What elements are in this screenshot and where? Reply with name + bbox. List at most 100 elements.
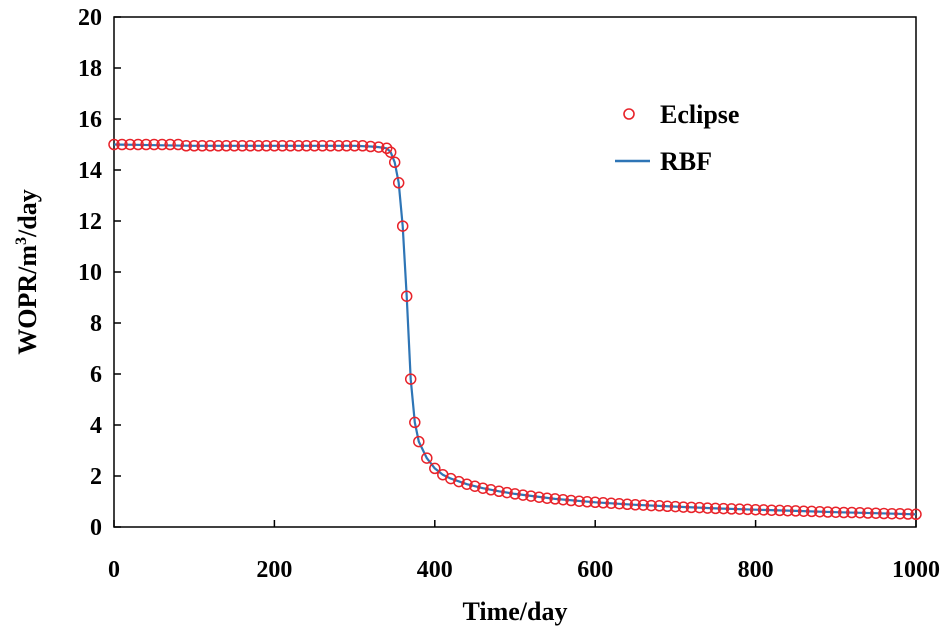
data-point-eclipse <box>116 138 128 151</box>
data-point-eclipse <box>773 504 786 517</box>
data-point-eclipse <box>364 140 377 153</box>
data-point-eclipse <box>733 503 746 515</box>
data-point-eclipse <box>108 138 120 151</box>
x-tick-label: 1000 <box>892 557 940 583</box>
data-point-eclipse <box>212 140 225 152</box>
data-point-eclipse <box>789 505 802 517</box>
y-tick-label: 8 <box>90 311 102 337</box>
y-tick-label: 0 <box>90 515 102 541</box>
data-point-eclipse <box>765 504 778 516</box>
data-point-eclipse <box>388 156 401 169</box>
legend-label-rbf: RBF <box>660 147 712 176</box>
data-point-eclipse <box>605 497 617 510</box>
data-point-eclipse <box>902 508 914 520</box>
data-point-eclipse <box>356 140 369 152</box>
data-point-eclipse <box>557 493 569 506</box>
data-point-eclipse <box>292 140 305 152</box>
x-axis-title: Time/day <box>463 597 568 626</box>
data-point-eclipse <box>661 500 674 513</box>
data-point-eclipse <box>613 498 626 510</box>
data-point-eclipse <box>725 503 738 515</box>
data-point-eclipse <box>228 140 241 152</box>
data-point-eclipse <box>421 452 433 464</box>
data-point-eclipse <box>878 507 890 520</box>
data-point-eclipse <box>413 435 425 448</box>
data-point-eclipse <box>316 140 329 152</box>
y-axis-title: WOPR/m3/day <box>13 189 42 354</box>
data-point-eclipse <box>400 290 413 302</box>
data-point-eclipse <box>404 373 417 385</box>
data-point-eclipse <box>854 506 866 519</box>
y-tick-label: 2 <box>90 464 102 490</box>
data-point-eclipse <box>409 416 421 429</box>
legend-label-eclipse: Eclipse <box>660 100 739 129</box>
y-axis-title-pre: WOPR/m <box>13 245 42 355</box>
data-point-eclipse <box>621 498 634 511</box>
series-line-rbf <box>113 143 917 516</box>
data-point-eclipse <box>180 140 192 152</box>
y-axis: 0 2 4 6 8 10 12 14 16 18 20 <box>78 5 121 541</box>
data-point-eclipse <box>384 146 397 158</box>
data-point-eclipse <box>581 496 593 508</box>
data-point-eclipse <box>741 503 754 516</box>
data-point-eclipse <box>220 140 233 152</box>
data-point-eclipse <box>669 500 682 513</box>
x-tick-label: 800 <box>738 557 774 583</box>
y-tick-label: 12 <box>78 209 102 235</box>
data-point-eclipse <box>509 488 521 500</box>
data-point-eclipse <box>252 140 265 152</box>
data-point-eclipse <box>124 138 136 151</box>
data-point-eclipse <box>477 482 489 494</box>
y-tick-label: 6 <box>90 362 102 388</box>
data-point-eclipse <box>797 505 810 517</box>
data-point-eclipse <box>268 140 281 152</box>
data-point-eclipse <box>140 138 152 151</box>
data-point-eclipse <box>501 486 513 499</box>
y-axis-title-sup: 3 <box>13 237 30 245</box>
data-point-eclipse <box>693 501 706 514</box>
data-point-eclipse <box>685 501 698 514</box>
data-point-eclipse <box>493 485 505 498</box>
data-point-eclipse <box>894 507 906 520</box>
data-point-eclipse <box>196 140 208 152</box>
data-point-eclipse <box>805 505 818 518</box>
data-point-eclipse <box>781 504 794 517</box>
legend-marker-eclipse <box>623 108 635 120</box>
data-point-eclipse <box>469 480 481 492</box>
data-point-eclipse <box>814 505 826 518</box>
data-point-eclipse <box>830 506 842 518</box>
y-tick-label: 16 <box>78 107 102 133</box>
data-point-eclipse <box>340 140 353 152</box>
data-point-eclipse <box>204 140 216 152</box>
data-point-eclipse <box>348 140 361 152</box>
data-point-eclipse <box>324 140 337 152</box>
y-axis-title-post: /day <box>13 189 42 238</box>
data-point-eclipse <box>645 499 658 512</box>
data-point-eclipse <box>284 140 297 152</box>
x-axis: 0 200 400 600 800 1000 <box>108 520 940 583</box>
data-point-eclipse <box>380 142 393 155</box>
x-tick-label: 0 <box>108 557 120 583</box>
data-point-eclipse <box>549 493 561 505</box>
data-point-eclipse <box>300 140 313 152</box>
data-point-eclipse <box>838 506 850 519</box>
data-point-eclipse <box>525 490 537 502</box>
data-point-eclipse <box>485 484 497 496</box>
y-tick-label: 4 <box>90 413 102 439</box>
data-point-eclipse <box>533 491 545 503</box>
legend: Eclipse RBF <box>615 100 739 176</box>
data-point-eclipse <box>372 141 385 153</box>
data-point-eclipse <box>886 507 898 520</box>
data-point-eclipse <box>517 489 529 501</box>
data-point-eclipse <box>461 478 473 490</box>
data-point-eclipse <box>862 507 874 519</box>
x-tick-label: 400 <box>417 557 453 583</box>
y-tick-label: 18 <box>78 56 102 82</box>
data-point-eclipse <box>870 507 882 519</box>
y-tick-label: 20 <box>78 5 102 31</box>
data-point-eclipse <box>597 497 609 509</box>
data-point-eclipse <box>757 504 770 516</box>
x-tick-label: 200 <box>256 557 292 583</box>
data-point-eclipse <box>260 140 273 152</box>
